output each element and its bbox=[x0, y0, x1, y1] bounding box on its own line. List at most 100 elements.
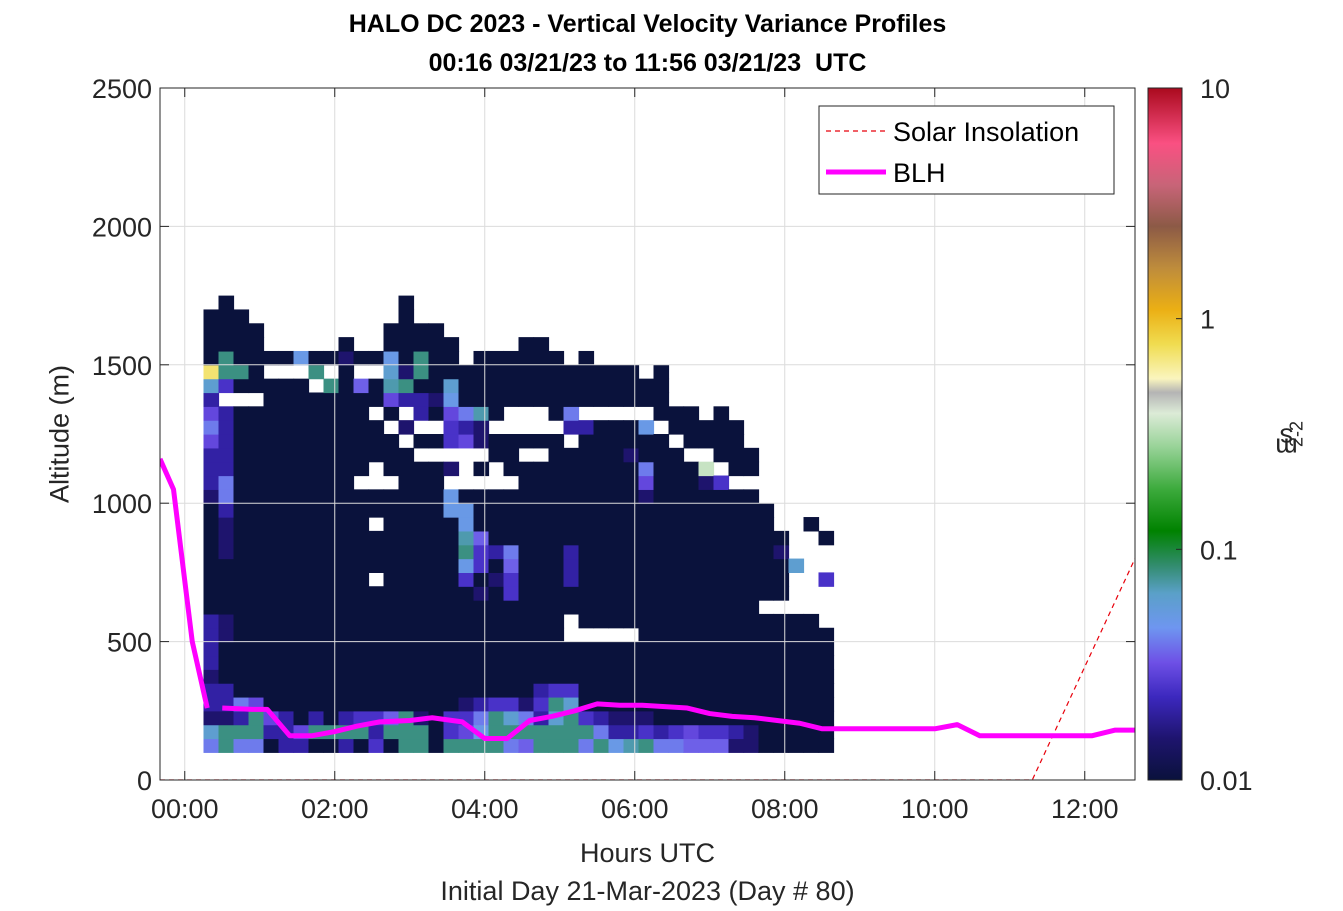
heatmap-cell bbox=[278, 738, 295, 753]
heatmap-cell bbox=[683, 461, 700, 477]
heatmap-cell bbox=[578, 461, 595, 477]
heatmap-cell bbox=[368, 378, 385, 394]
heatmap-cell bbox=[428, 641, 445, 657]
heatmap-cell bbox=[293, 350, 310, 366]
heatmap-cell bbox=[608, 517, 625, 532]
heatmap-cell bbox=[623, 558, 640, 573]
heatmap-cell bbox=[488, 724, 505, 740]
heatmap-cell bbox=[458, 586, 475, 601]
heatmap-cell bbox=[668, 738, 685, 753]
heatmap-cell bbox=[548, 406, 565, 421]
heatmap-cell bbox=[518, 392, 535, 407]
heatmap-cell bbox=[293, 489, 310, 504]
heatmap-cell bbox=[728, 655, 745, 670]
heatmap-cell bbox=[473, 406, 490, 421]
heatmap-cell bbox=[263, 489, 280, 504]
heatmap-cell bbox=[353, 447, 370, 463]
heatmap-cell bbox=[428, 669, 445, 684]
heatmap-cell bbox=[578, 613, 595, 629]
heatmap-cell bbox=[623, 364, 640, 380]
heatmap-cell bbox=[353, 586, 370, 601]
heatmap-cell bbox=[578, 669, 595, 684]
heatmap-cell bbox=[263, 627, 280, 643]
heatmap-cell bbox=[338, 696, 355, 712]
heatmap-cell bbox=[638, 420, 655, 435]
heatmap-cell bbox=[413, 683, 430, 698]
heatmap-cell bbox=[638, 434, 655, 449]
heatmap-cell bbox=[398, 392, 415, 407]
heatmap-cell bbox=[653, 503, 670, 518]
heatmap-cell bbox=[443, 696, 460, 712]
heatmap-cell bbox=[713, 655, 730, 670]
heatmap-cell bbox=[413, 669, 430, 684]
heatmap-cell bbox=[623, 572, 640, 587]
heatmap-cell bbox=[728, 683, 745, 698]
heatmap-cell bbox=[518, 378, 535, 394]
heatmap-cell bbox=[413, 600, 430, 615]
heatmap-cell bbox=[458, 738, 475, 753]
heatmap-cell bbox=[488, 447, 505, 463]
heatmap-cell bbox=[593, 710, 610, 726]
heatmap-cell bbox=[728, 586, 745, 601]
heatmap-cell bbox=[458, 392, 475, 407]
heatmap-cell bbox=[743, 558, 760, 573]
heatmap-cell bbox=[548, 558, 565, 573]
colorbar-tick-label: 1 bbox=[1200, 305, 1215, 335]
heatmap-cell bbox=[353, 434, 370, 449]
heatmap-cell bbox=[278, 558, 295, 573]
heatmap-cell bbox=[443, 738, 460, 753]
heatmap-cell bbox=[623, 544, 640, 560]
heatmap-cell bbox=[668, 613, 685, 629]
heatmap-cell bbox=[233, 503, 250, 518]
heatmap-cell bbox=[278, 420, 295, 435]
heatmap-cell bbox=[683, 434, 700, 449]
heatmap-cell bbox=[278, 350, 295, 366]
heatmap-cell bbox=[278, 544, 295, 560]
heatmap-cell bbox=[608, 530, 625, 546]
heatmap-cell bbox=[578, 600, 595, 615]
heatmap-cell bbox=[353, 420, 370, 435]
heatmap-cell bbox=[398, 738, 415, 753]
heatmap-cell bbox=[383, 627, 400, 643]
heatmap-cell bbox=[458, 434, 475, 449]
y-axis-label: Altitude (m) bbox=[44, 364, 75, 504]
heatmap-cell bbox=[398, 378, 415, 394]
heatmap-cell bbox=[593, 613, 610, 629]
heatmap-cell bbox=[248, 420, 265, 435]
heatmap-cell bbox=[353, 558, 370, 573]
heatmap-cell bbox=[653, 378, 670, 394]
heatmap-cell bbox=[683, 475, 700, 490]
heatmap-cell bbox=[218, 364, 235, 380]
heatmap-cell bbox=[428, 323, 445, 338]
heatmap-cell bbox=[488, 489, 505, 504]
heatmap-cell bbox=[203, 683, 220, 698]
heatmap-cell bbox=[233, 434, 250, 449]
heatmap-cell bbox=[308, 447, 325, 463]
heatmap-cell bbox=[248, 710, 265, 726]
heatmap-cell bbox=[728, 461, 745, 477]
heatmap-cell bbox=[533, 350, 550, 366]
heatmap-cell bbox=[698, 517, 715, 532]
heatmap-cell bbox=[503, 530, 520, 546]
heatmap-cell bbox=[428, 696, 445, 712]
heatmap-cell bbox=[323, 392, 340, 407]
heatmap-cell bbox=[293, 586, 310, 601]
heatmap-cell bbox=[398, 337, 415, 352]
heatmap-cell bbox=[713, 420, 730, 435]
heatmap-cell bbox=[428, 503, 445, 518]
heatmap-cell bbox=[308, 392, 325, 407]
heatmap-cell bbox=[683, 683, 700, 698]
heatmap-cell bbox=[308, 434, 325, 449]
heatmap-cell bbox=[368, 724, 385, 740]
heatmap-cell bbox=[638, 669, 655, 684]
heatmap-cell bbox=[218, 572, 235, 587]
heatmap-cell bbox=[803, 641, 820, 657]
heatmap-cell bbox=[683, 600, 700, 615]
heatmap-cell bbox=[488, 655, 505, 670]
heatmap-cell bbox=[533, 683, 550, 698]
heatmap-cell bbox=[638, 503, 655, 518]
heatmap-cell bbox=[638, 683, 655, 698]
heatmap-cell bbox=[518, 655, 535, 670]
heatmap-cell bbox=[203, 420, 220, 435]
heatmap-cell bbox=[713, 530, 730, 546]
